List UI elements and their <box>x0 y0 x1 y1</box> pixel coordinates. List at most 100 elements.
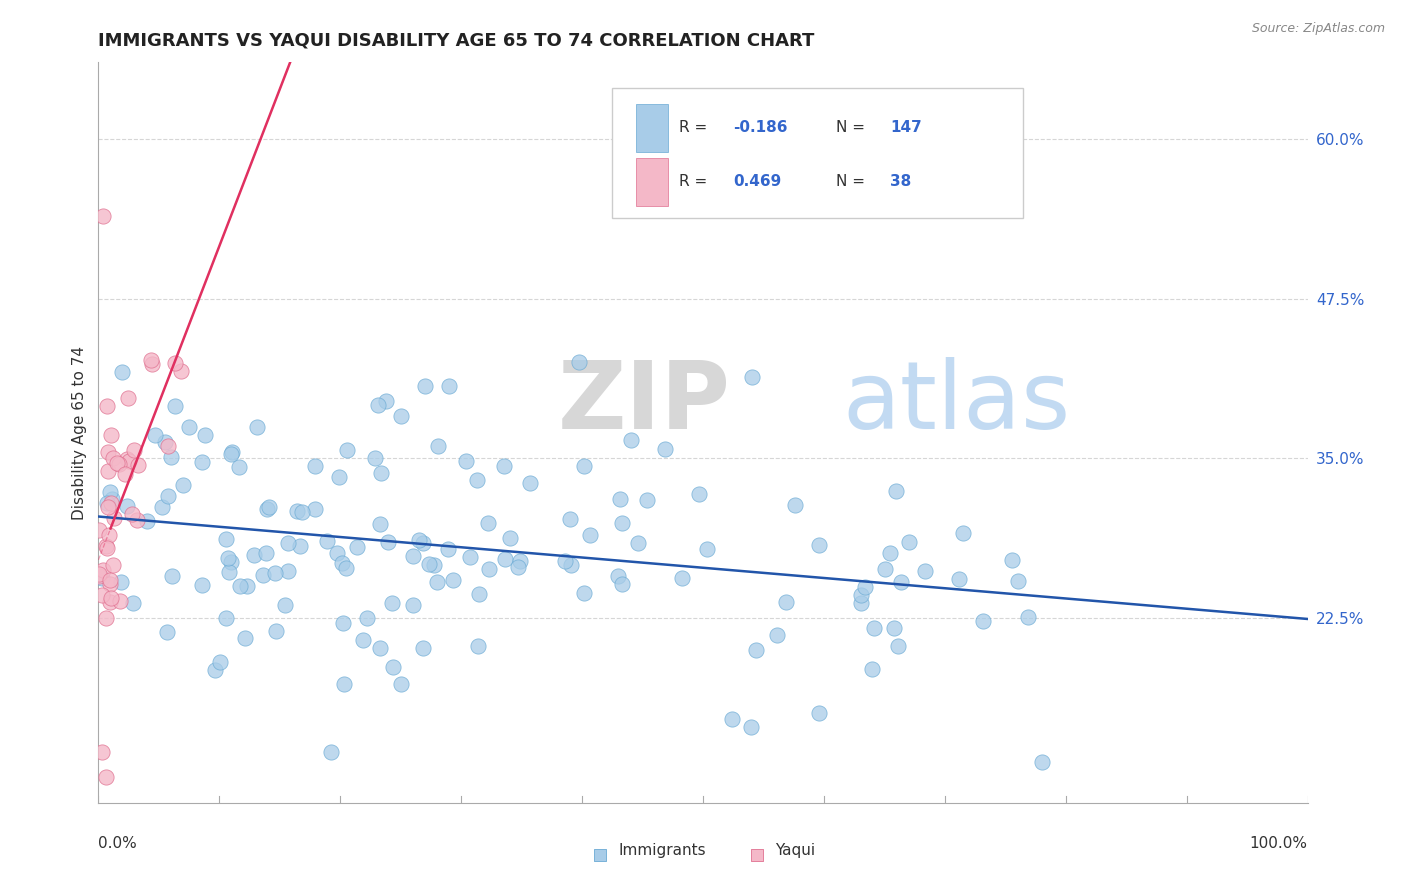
Point <box>654 442 676 456</box>
Point <box>96 539 118 553</box>
Point <box>578 528 600 542</box>
Point <box>274 598 297 612</box>
Point <box>412 535 434 549</box>
Point <box>972 614 994 628</box>
Point <box>519 475 541 490</box>
Point <box>572 586 595 600</box>
Point <box>619 433 641 447</box>
Point <box>87 566 110 581</box>
Point <box>233 631 256 645</box>
Text: Immigrants: Immigrants <box>619 844 706 858</box>
Point <box>204 663 226 677</box>
Text: 38: 38 <box>890 174 911 189</box>
Point <box>221 445 243 459</box>
Point <box>740 720 762 734</box>
Point <box>266 624 288 638</box>
Text: 0.469: 0.469 <box>734 174 782 189</box>
Point <box>368 641 391 656</box>
Point <box>128 458 150 472</box>
Text: Source: ZipAtlas.com: Source: ZipAtlas.com <box>1251 22 1385 36</box>
Point <box>139 353 162 368</box>
Point <box>108 457 131 471</box>
Point <box>101 451 124 466</box>
Point <box>863 621 886 635</box>
Point <box>860 661 883 675</box>
Point <box>94 611 117 625</box>
Text: 100.0%: 100.0% <box>1250 836 1308 851</box>
Point <box>499 531 522 545</box>
Point <box>558 512 581 526</box>
Point <box>478 562 501 576</box>
Point <box>554 554 576 568</box>
Point <box>612 577 634 591</box>
Point <box>636 492 658 507</box>
Point <box>304 501 326 516</box>
Point <box>467 639 489 653</box>
Point <box>117 391 139 405</box>
Point <box>103 511 125 525</box>
Point <box>853 580 876 594</box>
Point <box>98 528 121 542</box>
Point <box>356 611 378 625</box>
Point <box>745 643 768 657</box>
Point <box>610 516 633 530</box>
Point <box>454 454 477 468</box>
Text: N =: N = <box>837 120 870 136</box>
FancyBboxPatch shape <box>613 88 1024 218</box>
Point <box>107 457 129 471</box>
Point <box>808 706 831 720</box>
Point <box>87 523 110 537</box>
Text: R =: R = <box>679 120 711 136</box>
Point <box>439 379 461 393</box>
Point <box>335 560 357 574</box>
Point <box>150 500 173 515</box>
Point <box>215 611 238 625</box>
Point <box>572 458 595 473</box>
Point <box>506 559 529 574</box>
Point <box>765 628 787 642</box>
Point <box>883 622 905 636</box>
Point <box>114 467 136 482</box>
Point <box>156 489 179 503</box>
Point <box>136 514 159 528</box>
Point <box>91 745 114 759</box>
Point <box>217 550 239 565</box>
FancyBboxPatch shape <box>637 104 668 152</box>
Point <box>108 593 131 607</box>
Point <box>115 499 138 513</box>
Point <box>441 573 464 587</box>
Point <box>110 575 132 590</box>
Point <box>783 498 806 512</box>
Point <box>125 513 148 527</box>
Point <box>179 419 201 434</box>
Point <box>191 454 214 468</box>
Point <box>100 496 122 510</box>
Point <box>100 591 122 605</box>
Point <box>948 572 970 586</box>
Point <box>91 588 114 602</box>
Point <box>560 558 582 573</box>
Point <box>96 541 118 556</box>
Point <box>465 473 488 487</box>
Point <box>330 556 353 570</box>
Point <box>408 533 430 547</box>
Point <box>290 505 312 519</box>
Point <box>468 586 491 600</box>
Point <box>1007 574 1029 588</box>
Point <box>111 365 134 379</box>
Point <box>437 541 460 556</box>
Point <box>898 535 921 549</box>
Point <box>122 442 145 457</box>
Point <box>370 466 392 480</box>
Point <box>412 640 434 655</box>
Text: atlas: atlas <box>842 357 1070 449</box>
Point <box>367 399 389 413</box>
Point <box>368 516 391 531</box>
Point <box>246 420 269 434</box>
Point <box>156 624 179 639</box>
Point <box>477 516 499 530</box>
Point <box>873 561 896 575</box>
Point <box>509 554 531 568</box>
Point <box>100 573 122 587</box>
Point <box>98 595 121 609</box>
